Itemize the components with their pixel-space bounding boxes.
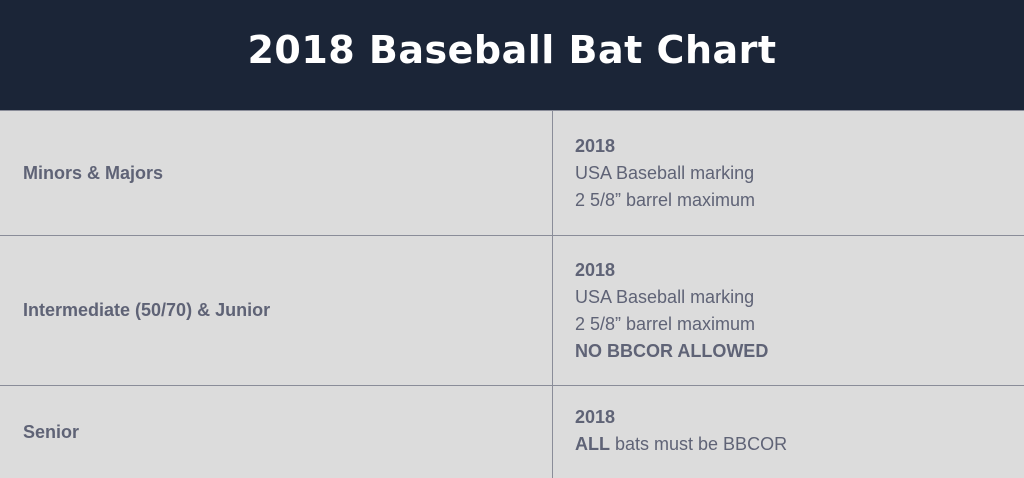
requirement-line: 2 5/8” barrel maximum (575, 313, 756, 334)
requirements-cell: 2018 ALL bats must be BBCOR (553, 386, 1024, 478)
year-label: 2018 (575, 259, 616, 280)
requirement-line: USA Baseball marking (575, 162, 755, 183)
division-cell: Intermediate (50/70) & Junior (0, 236, 553, 385)
division-cell: Senior (0, 386, 553, 478)
table-row: Intermediate (50/70) & Junior 2018 USA B… (0, 235, 1024, 385)
requirements-cell: 2018 USA Baseball marking 2 5/8” barrel … (553, 111, 1024, 235)
bat-chart-table: Minors & Majors 2018 USA Baseball markin… (0, 110, 1024, 478)
table-row: Senior 2018 ALL bats must be BBCOR (0, 385, 1024, 478)
year-label: 2018 (575, 135, 616, 156)
requirement-line: USA Baseball marking (575, 286, 755, 307)
page-title: 2018 Baseball Bat Chart (247, 28, 777, 72)
table-row: Minors & Majors 2018 USA Baseball markin… (0, 110, 1024, 235)
bbcor-warning: NO BBCOR ALLOWED (575, 340, 769, 361)
rule-text: bats must be BBCOR (610, 434, 788, 454)
year-label: 2018 (575, 407, 616, 427)
division-cell: Minors & Majors (0, 111, 553, 235)
requirement-line: 2 5/8” barrel maximum (575, 189, 756, 210)
requirement-line: ALL bats must be BBCOR (575, 431, 1024, 458)
rule-emphasis: ALL (575, 434, 610, 454)
chart-header: 2018 Baseball Bat Chart (0, 0, 1024, 110)
requirements-cell: 2018 USA Baseball marking 2 5/8” barrel … (553, 236, 1024, 385)
